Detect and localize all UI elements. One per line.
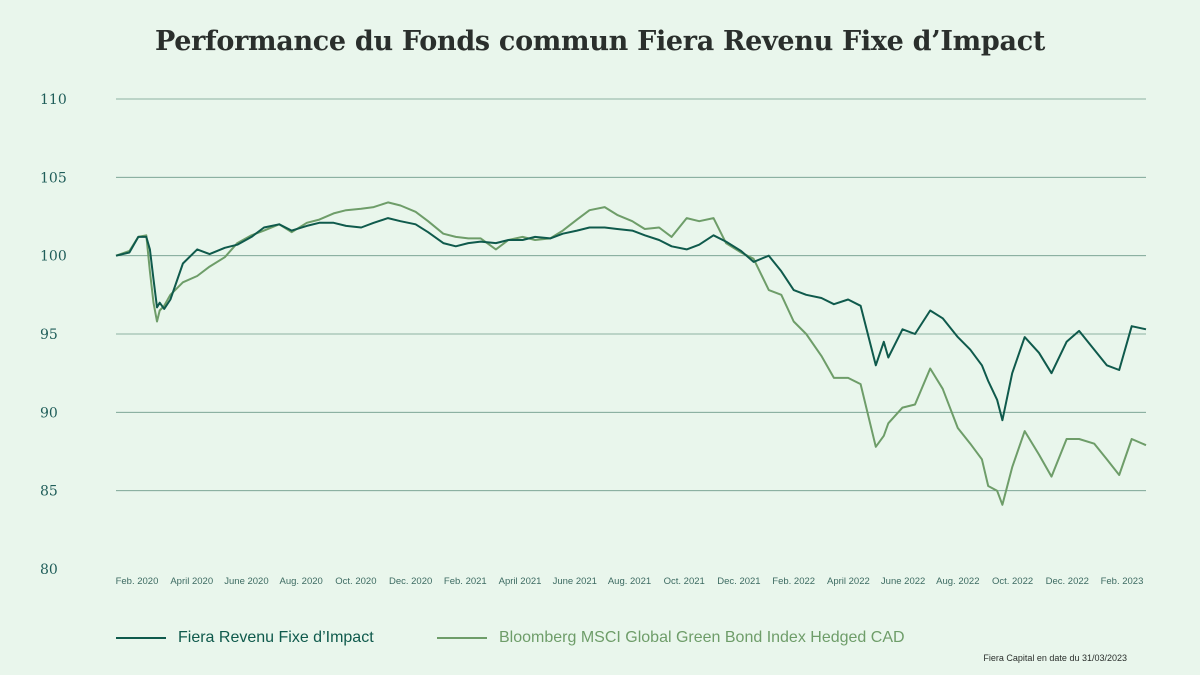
source-note: Fiera Capital en date du 31/03/2023 bbox=[983, 653, 1127, 663]
x-tick-label: June 2022 bbox=[881, 576, 925, 587]
x-tick-label: June 2021 bbox=[553, 576, 597, 587]
x-tick-label: Oct. 2020 bbox=[335, 576, 376, 587]
legend-item-benchmark: Bloomberg MSCI Global Green Bond Index H… bbox=[437, 629, 905, 647]
legend-swatch-benchmark bbox=[437, 637, 487, 639]
x-tick-label: Dec. 2022 bbox=[1046, 576, 1089, 587]
x-tick-label: April 2020 bbox=[170, 576, 213, 587]
y-tick-label: 110 bbox=[40, 92, 67, 108]
y-tick-label: 90 bbox=[40, 405, 58, 421]
x-tick-label: Aug. 2021 bbox=[608, 576, 651, 587]
series-lines bbox=[115, 201, 1147, 506]
series-line-benchmark bbox=[115, 201, 1147, 506]
x-tick-label: Feb. 2023 bbox=[1101, 576, 1144, 587]
x-tick-label: Feb. 2020 bbox=[116, 576, 159, 587]
legend-item-fund: Fiera Revenu Fixe d’Impact bbox=[116, 629, 374, 647]
x-tick-label: Oct. 2021 bbox=[664, 576, 705, 587]
x-tick-label: Dec. 2020 bbox=[389, 576, 432, 587]
series-line-fund bbox=[115, 217, 1147, 422]
y-axis-ticks: 80 85 90 95 100 105 110 bbox=[40, 92, 67, 578]
x-tick-label: April 2021 bbox=[499, 576, 542, 587]
chart-title: Performance du Fonds commun Fiera Revenu… bbox=[154, 26, 1046, 57]
y-tick-label: 100 bbox=[40, 249, 67, 265]
x-tick-label: Oct. 2022 bbox=[992, 576, 1033, 587]
x-axis-ticks: Feb. 2020 April 2020 June 2020 Aug. 2020 Oct… bbox=[116, 576, 1144, 587]
x-tick-label: Dec. 2021 bbox=[717, 576, 760, 587]
y-tick-label: 85 bbox=[40, 484, 58, 500]
y-tick-label: 105 bbox=[40, 170, 67, 186]
legend-swatch-fund bbox=[116, 637, 166, 639]
x-tick-label: Feb. 2022 bbox=[772, 576, 815, 587]
x-tick-label: Aug. 2020 bbox=[280, 576, 323, 587]
x-tick-label: Aug. 2022 bbox=[936, 576, 979, 587]
gridlines bbox=[116, 98, 1146, 492]
x-tick-label: Feb. 2021 bbox=[444, 576, 487, 587]
y-tick-label: 95 bbox=[40, 327, 58, 343]
x-tick-label: April 2022 bbox=[827, 576, 870, 587]
legend-label-fund: Fiera Revenu Fixe d’Impact bbox=[178, 629, 374, 646]
x-tick-label: June 2020 bbox=[224, 576, 268, 587]
y-tick-label: 80 bbox=[40, 562, 58, 578]
legend-label-benchmark: Bloomberg MSCI Global Green Bond Index H… bbox=[499, 629, 905, 646]
